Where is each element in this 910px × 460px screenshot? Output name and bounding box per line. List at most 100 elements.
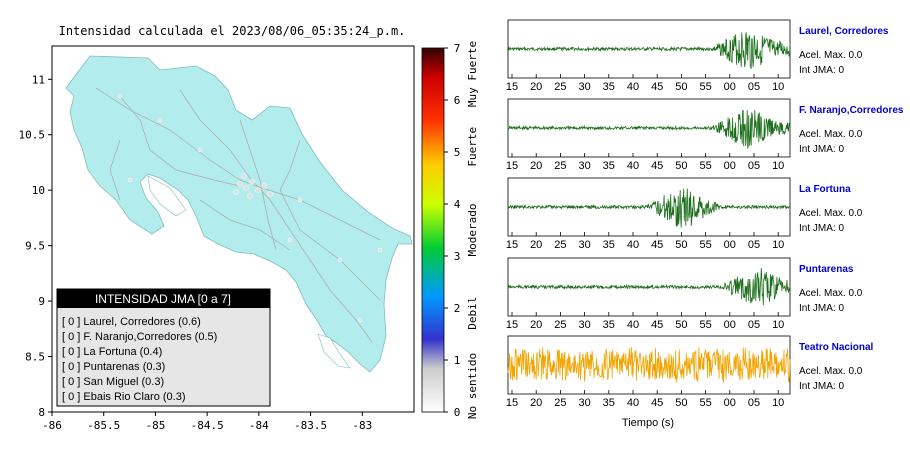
colorbar: 7 6 5 4 3 2 1 0 Muy Fuerte Fuerte Moderado Debil No…	[421, 41, 479, 419]
time-tick-label: 10	[772, 81, 784, 93]
map-x-tick-label: -84	[249, 419, 269, 432]
time-tick-label: 00	[724, 81, 736, 93]
legend-item: [ 0 ] Laurel, Corredores (0.6)	[62, 316, 201, 328]
legend-item: [ 0 ] Ebais Rio Claro (0.3)	[62, 391, 186, 403]
time-tick-label: 05	[748, 160, 760, 172]
time-tick-label: 10	[772, 319, 784, 331]
time-tick-label: 20	[530, 81, 542, 93]
time-tick-label: 35	[603, 397, 615, 409]
map-y-tick-label: 10	[32, 184, 45, 197]
time-tick-label: 25	[554, 239, 566, 251]
map-axes: -86 -85.5 -85 -84.5 -84 -83.5 -83 11 10.5 10 9.5 9 8…	[19, 73, 373, 432]
colorbar-category-label: Moderado	[466, 204, 479, 257]
time-tick-label: 30	[578, 319, 590, 331]
map-y-tick-label: 11	[32, 73, 45, 86]
legend-frame	[56, 288, 271, 407]
colorbar-category-label: Fuerte	[466, 127, 479, 167]
time-tick-label: 50	[675, 319, 687, 331]
waveform-line	[507, 347, 791, 383]
max-acceleration: Acel. Max. 0.0	[799, 208, 863, 219]
time-tick-label: 00	[724, 239, 736, 251]
time-tick-label: 50	[675, 160, 687, 172]
colorbar-tick-label: 2	[454, 302, 461, 315]
time-tick-label: 05	[748, 81, 760, 93]
time-axis-label: Tiempo (s)	[622, 417, 674, 429]
time-tick-label: 30	[578, 239, 590, 251]
time-tick-label: 15	[506, 160, 518, 172]
colorbar-gradient	[421, 47, 445, 413]
colorbar-tick-label: 6	[454, 94, 461, 107]
map-y-tick-label: 8.5	[25, 351, 45, 364]
time-tick-label: 05	[748, 319, 760, 331]
time-tick-label: 10	[772, 239, 784, 251]
station-name: Teatro Nacional	[799, 342, 873, 353]
time-tick-label: 40	[627, 81, 639, 93]
colorbar-tick-label: 4	[454, 198, 461, 211]
time-tick-label: 40	[627, 160, 639, 172]
map-y-tick-label: 9.5	[25, 240, 45, 253]
time-tick-label: 40	[627, 319, 639, 331]
waveform-panel: 15 20 25 30 35 40 45 50 55 00 05 10 Laurel, Corredor…	[506, 19, 889, 93]
station-markers	[117, 93, 383, 323]
time-tick-label: 55	[699, 239, 711, 251]
colorbar-category-label: No sentido	[466, 353, 479, 419]
time-tick-label: 00	[724, 160, 736, 172]
costa-rica-land	[65, 55, 413, 373]
time-tick-label: 40	[627, 397, 639, 409]
time-tick-label: 55	[699, 81, 711, 93]
chart-title: Intensidad calculada el 2023/08/06_05:35…	[59, 24, 406, 38]
time-tick-label: 55	[699, 319, 711, 331]
time-tick-label: 20	[530, 319, 542, 331]
time-tick-label: 15	[506, 81, 518, 93]
colorbar-tick-label: 5	[454, 146, 461, 159]
time-tick-label: 30	[578, 81, 590, 93]
nicoya-gulf	[147, 175, 187, 217]
time-tick-label: 30	[578, 160, 590, 172]
colorbar-tick-label: 7	[454, 42, 461, 55]
jma-intensity: Int JMA: 0	[799, 303, 844, 314]
time-tick-label: 05	[748, 239, 760, 251]
time-tick-label: 55	[699, 397, 711, 409]
legend-item: [ 0 ] San Miguel (0.3)	[62, 376, 164, 388]
max-acceleration: Acel. Max. 0.0	[799, 288, 863, 299]
time-tick-label: 45	[651, 319, 663, 331]
colorbar-category-label: Muy Fuerte	[466, 41, 479, 107]
colorbar-tick-label: 3	[454, 250, 461, 263]
map-x-tick-label: -86	[42, 419, 62, 432]
time-tick-label: 15	[506, 397, 518, 409]
max-acceleration: Acel. Max. 0.0	[799, 50, 863, 61]
time-tick-label: 50	[675, 397, 687, 409]
jma-intensity: Int JMA: 0	[799, 381, 844, 392]
waveform-panel: 15 20 25 30 35 40 45 50 55 00 05 10 Puntarenas Acel. …	[506, 257, 863, 331]
waveform-line	[507, 188, 791, 228]
station-name: Puntarenas	[799, 264, 854, 275]
time-tick-label: 20	[530, 397, 542, 409]
osa-peninsula	[317, 333, 351, 369]
map-x-tick-label: -83	[352, 419, 372, 432]
waveform-line	[507, 32, 791, 69]
waveform-line	[507, 268, 791, 306]
max-acceleration: Acel. Max. 0.0	[799, 366, 863, 377]
waveform-panel: 15 20 25 30 35 40 45 50 55 00 05 10 F. Naranjo,Corre…	[506, 98, 904, 172]
time-tick-label: 35	[603, 160, 615, 172]
map-x-tick-label: -84.5	[191, 419, 224, 432]
legend-items: [ 0 ] Laurel, Corredores (0.6) [ 0 ] F. N…	[62, 316, 217, 403]
time-tick-label: 25	[554, 397, 566, 409]
waveform-panel: 15 20 25 30 35 40 45 50 55 00 05 10 La Fortuna Acel. …	[506, 177, 863, 251]
time-tick-label: 45	[651, 81, 663, 93]
jma-intensity: Int JMA: 0	[799, 223, 844, 234]
time-tick-label: 10	[772, 397, 784, 409]
time-tick-label: 40	[627, 239, 639, 251]
legend-item: [ 0 ] F. Naranjo,Corredores (0.5)	[62, 331, 217, 343]
time-tick-label: 20	[530, 239, 542, 251]
roads	[95, 87, 381, 343]
time-tick-label: 05	[748, 397, 760, 409]
time-tick-label: 35	[603, 239, 615, 251]
time-tick-label: 50	[675, 81, 687, 93]
waveform-line	[507, 110, 791, 150]
map-x-tick-label: -83.5	[294, 419, 327, 432]
time-tick-label: 25	[554, 319, 566, 331]
time-tick-label: 20	[530, 160, 542, 172]
time-tick-label: 35	[603, 319, 615, 331]
